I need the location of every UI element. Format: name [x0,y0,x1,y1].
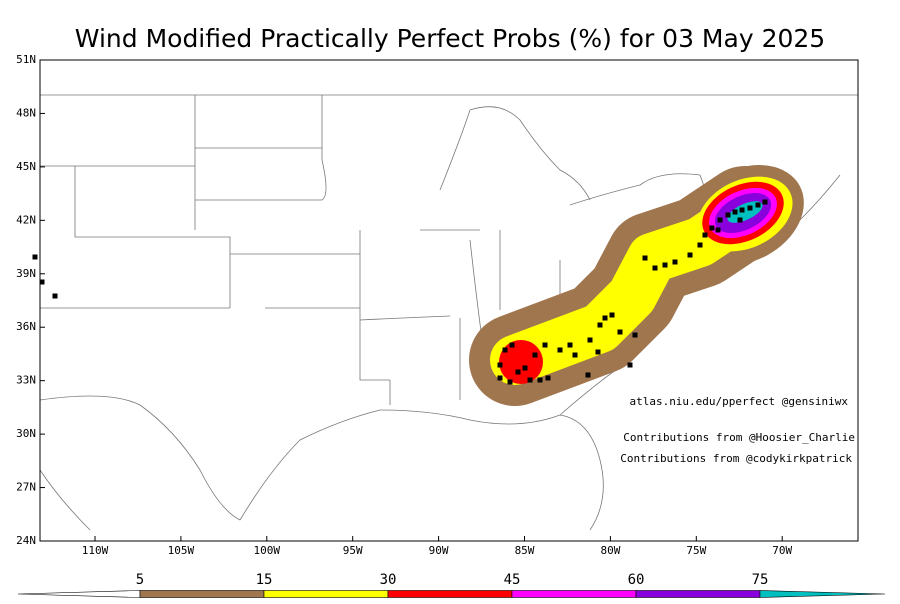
report-dot [39,279,45,285]
report-dot [602,315,608,321]
report-dot [732,209,738,215]
report-dot [762,199,768,205]
report-dot [672,259,678,265]
report-dot [532,352,538,358]
report-dot [587,337,593,343]
lat-label: 30N [16,427,36,440]
map-frame [39,59,859,542]
report-dot [737,217,743,223]
report-dot [725,212,731,218]
report-dot [567,342,573,348]
report-dot [687,252,693,258]
report-dot [715,227,721,233]
report-dot [702,232,708,238]
lat-label: 33N [16,374,36,387]
colorbar-label: 60 [628,572,645,588]
annotation: Contributions from @Hoosier_Charlie [623,431,855,444]
report-dot [32,254,38,260]
lat-label: 48N [16,106,36,119]
lon-label: 90W [429,544,449,557]
lat-label: 39N [16,267,36,280]
report-dot [662,262,668,268]
lon-label: 100W [254,544,281,557]
report-dot [627,362,633,368]
report-dot [497,362,503,368]
report-dot [502,347,508,353]
colorbar-segment [263,590,389,598]
lat-label: 42N [16,213,36,226]
lon-label: 75W [686,544,706,557]
lon-label: 80W [600,544,620,557]
report-dot [697,242,703,248]
lat-label: 45N [16,160,36,173]
report-dot [522,365,528,371]
report-dot [572,352,578,358]
report-dot [717,217,723,223]
annotation: Contributions from @codykirkpatrick [620,452,852,465]
colorbar-label: 5 [136,572,144,588]
colorbar-label: 75 [752,572,769,588]
report-dot [709,225,715,231]
lon-label: 70W [772,544,792,557]
contour-30 [499,340,543,384]
report-dot [632,332,638,338]
report-dot [557,347,563,353]
report-dot [509,342,515,348]
colorbar-segment [17,590,141,598]
annotation: atlas.niu.edu/pperfect @gensiniwx [629,395,848,408]
colorbar-segment [387,590,513,598]
report-dot [497,375,503,381]
lat-label: 51N [16,53,36,66]
lon-label: 105W [168,544,195,557]
map [32,94,858,531]
report-dot [747,205,753,211]
colorbar-segment [511,590,637,598]
report-dot [642,255,648,261]
colorbar-label: 30 [380,572,397,588]
report-dot [527,377,533,383]
report-dot [537,377,543,383]
report-dot [542,342,548,348]
report-dot [545,375,551,381]
report-dot [609,312,615,318]
report-dot [507,379,513,385]
lat-label: 24N [16,534,36,547]
colorbar-segment [635,590,761,598]
report-dot [617,329,623,335]
colorbar-label: 15 [256,572,273,588]
colorbar-segment [139,590,265,598]
report-dot [595,349,601,355]
colorbar-label: 45 [504,572,521,588]
report-dot [585,372,591,378]
lat-label: 36N [16,320,36,333]
lon-label: 95W [343,544,363,557]
contour-75 [727,201,763,223]
lon-label: 110W [82,544,109,557]
report-dot [739,207,745,213]
report-dot [652,265,658,271]
colorbar-segment [759,590,886,598]
report-dot [52,293,58,299]
report-dot [515,369,521,375]
report-dot [755,202,761,208]
lat-label: 27N [16,481,36,494]
report-dot [597,322,603,328]
lon-label: 85W [515,544,535,557]
title: Wind Modified Practically Perfect Probs … [75,24,825,53]
